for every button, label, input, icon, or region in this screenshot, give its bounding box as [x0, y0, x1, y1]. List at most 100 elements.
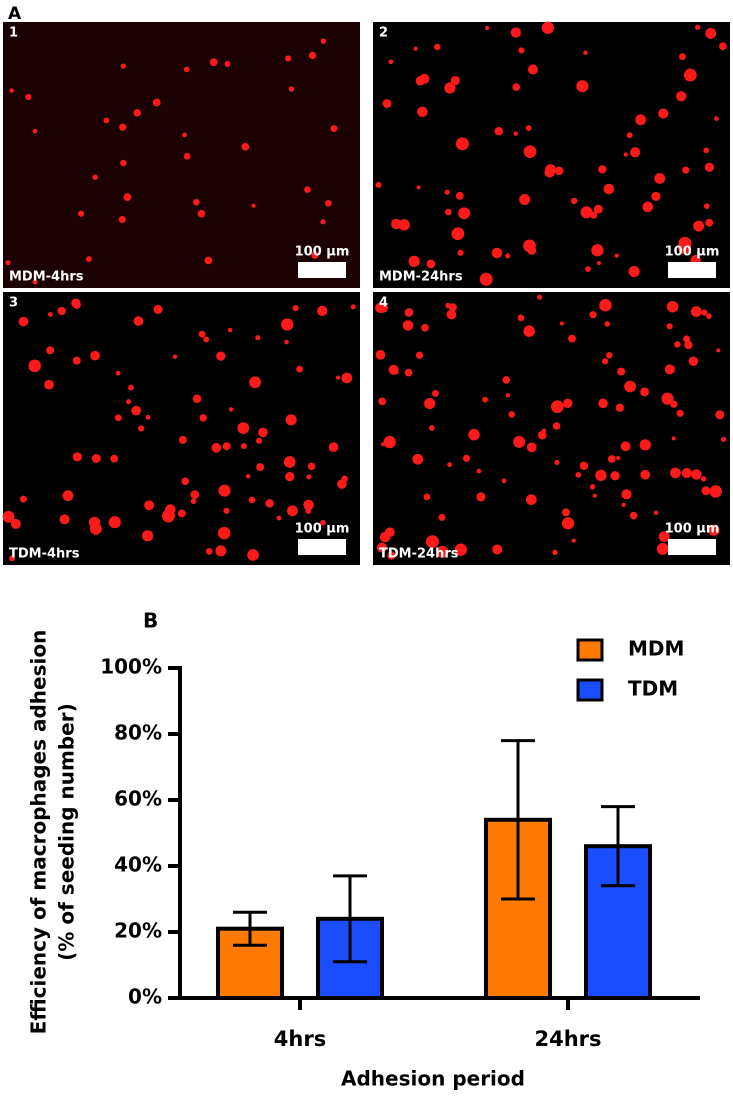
cell: [404, 368, 413, 377]
cell: [718, 42, 727, 51]
cell: [118, 216, 126, 224]
y-tick-label: 0%: [128, 985, 162, 1009]
cell: [325, 199, 332, 207]
cell: [103, 117, 110, 124]
cell: [183, 66, 190, 73]
cell: [421, 323, 429, 332]
cell: [145, 414, 151, 420]
cell: [255, 437, 263, 444]
cell: [281, 318, 294, 331]
cell: [670, 467, 681, 479]
cell: [108, 516, 121, 529]
cell: [388, 59, 394, 65]
cell: [249, 376, 261, 389]
cell: [666, 323, 673, 330]
cell: [296, 365, 303, 373]
cell: [674, 341, 681, 348]
cell: [408, 255, 420, 267]
cell: [620, 441, 631, 452]
cell: [223, 507, 230, 514]
cell: [676, 91, 687, 102]
cell: [616, 455, 621, 460]
cell: [678, 236, 692, 250]
cell: [621, 489, 632, 500]
cell: [265, 499, 274, 508]
cell: [178, 436, 187, 444]
x-tick-label: 24hrs: [534, 1027, 601, 1051]
cell: [580, 206, 593, 219]
cell: [215, 545, 227, 557]
cell: [679, 53, 686, 61]
cell: [682, 166, 690, 174]
cell: [412, 453, 424, 465]
cell: [554, 459, 560, 465]
cell: [513, 131, 518, 136]
cell: [375, 350, 386, 360]
panel-caption: TDM-4hrs: [9, 547, 80, 562]
cell: [691, 469, 702, 480]
cell: [598, 398, 608, 409]
cell: [614, 253, 619, 258]
cell: [9, 88, 14, 93]
cell: [601, 358, 609, 365]
cell: [320, 519, 326, 526]
cell: [485, 26, 490, 31]
error-bar: [333, 874, 367, 964]
cell: [482, 396, 488, 403]
cell: [431, 389, 439, 397]
cell: [523, 325, 535, 337]
cell: [701, 309, 708, 316]
cell: [575, 471, 582, 478]
cell: [9, 555, 15, 562]
cell: [216, 351, 226, 361]
cell: [119, 123, 127, 131]
cell: [642, 201, 654, 213]
panel-number: 2: [379, 26, 388, 41]
cell: [688, 356, 699, 366]
cell: [615, 403, 624, 412]
cell: [606, 352, 613, 359]
cell: [512, 83, 521, 91]
cell: [628, 265, 640, 278]
cell: [476, 492, 486, 502]
cell: [525, 494, 537, 505]
cell: [626, 132, 633, 139]
cell: [258, 427, 268, 438]
cell: [305, 507, 312, 514]
cell: [376, 542, 387, 553]
cell: [425, 535, 439, 549]
panel-label: B: [143, 609, 158, 633]
cell: [228, 407, 234, 412]
cell: [537, 294, 543, 300]
cell: [387, 551, 396, 560]
cell: [658, 531, 670, 543]
cell: [415, 76, 426, 86]
cell: [62, 490, 74, 502]
micrograph: [3, 22, 360, 288]
scale-label: 100 μm: [295, 245, 350, 260]
cell: [306, 474, 312, 480]
cell: [120, 63, 126, 69]
cell: [429, 425, 435, 431]
cell: [576, 80, 589, 93]
cell: [144, 500, 155, 511]
cell: [714, 116, 719, 121]
cell: [183, 152, 191, 160]
cell: [424, 398, 436, 410]
cell: [190, 490, 200, 499]
scale-label: 100 μm: [295, 522, 350, 537]
cell: [115, 370, 121, 376]
cell: [554, 166, 564, 176]
cell: [133, 109, 141, 117]
cell: [568, 334, 576, 343]
cell: [308, 51, 317, 60]
cell: [508, 411, 516, 418]
cell: [237, 422, 250, 434]
cell: [114, 414, 122, 422]
cell: [10, 518, 21, 529]
cell: [583, 50, 588, 55]
cell: [92, 174, 98, 180]
cell: [630, 147, 641, 158]
cell: [416, 185, 421, 190]
cell: [378, 397, 387, 406]
